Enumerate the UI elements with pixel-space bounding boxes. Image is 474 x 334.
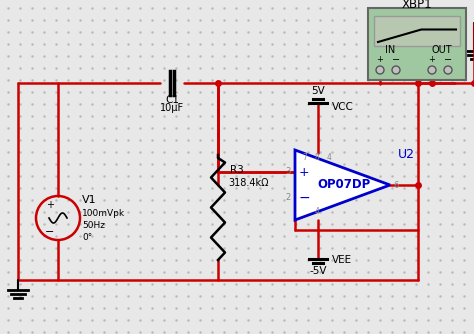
FancyBboxPatch shape (374, 16, 460, 46)
Text: 4: 4 (315, 207, 319, 216)
Text: VCC: VCC (332, 102, 354, 112)
Text: 0°: 0° (82, 233, 92, 242)
Text: 8: 8 (315, 154, 319, 163)
Text: −: − (298, 191, 310, 205)
Text: +: + (428, 55, 436, 64)
Text: 2: 2 (286, 193, 291, 202)
Text: +: + (299, 166, 310, 178)
Circle shape (444, 66, 452, 74)
Circle shape (376, 66, 384, 74)
Text: 318.4kΩ: 318.4kΩ (228, 178, 268, 188)
Text: 10μF: 10μF (160, 103, 184, 113)
Text: −: − (392, 55, 400, 65)
Text: +: + (46, 200, 54, 210)
Text: 7: 7 (302, 154, 308, 163)
Text: 5V: 5V (311, 86, 325, 96)
Text: 50Hz: 50Hz (82, 221, 105, 230)
Text: OP07DP: OP07DP (318, 178, 371, 191)
Text: 4: 4 (327, 154, 331, 163)
Text: +: + (376, 55, 383, 64)
Text: C1: C1 (165, 95, 179, 105)
Text: 6: 6 (393, 180, 398, 189)
Text: 100mVpk: 100mVpk (82, 209, 125, 218)
Text: -5V: -5V (309, 266, 327, 276)
Text: R3: R3 (230, 165, 244, 175)
Text: IN: IN (385, 45, 395, 55)
Circle shape (428, 66, 436, 74)
FancyBboxPatch shape (368, 8, 466, 80)
Text: V1: V1 (82, 195, 97, 205)
Text: U2: U2 (398, 149, 415, 162)
Circle shape (392, 66, 400, 74)
Polygon shape (295, 150, 390, 220)
Text: OUT: OUT (432, 45, 452, 55)
Text: −: − (46, 227, 55, 237)
Text: VEE: VEE (332, 255, 352, 265)
Text: XBP1: XBP1 (401, 0, 432, 10)
Text: −: − (444, 55, 452, 65)
Text: 3: 3 (286, 167, 291, 176)
